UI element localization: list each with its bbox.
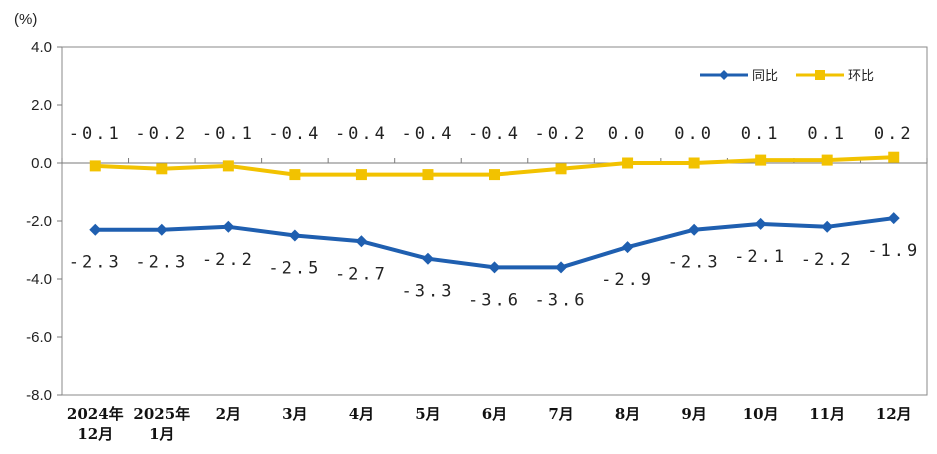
x-tick-label: 9月 xyxy=(681,405,706,423)
data-point xyxy=(887,212,900,225)
x-tick-label: 12月 xyxy=(77,425,113,443)
data-point xyxy=(155,223,168,236)
data-label: -0.4 xyxy=(468,124,521,144)
data-point xyxy=(421,252,434,265)
data-point xyxy=(355,235,368,248)
data-label: -0.1 xyxy=(69,124,122,144)
axes: 4.0 2.0 0.0 -2.0 -4.0 -6.0 -8.0 2024年 12月 2025年 1月… xyxy=(26,39,928,443)
data-label: -2.1 xyxy=(734,247,787,267)
legend-marker xyxy=(815,70,825,80)
data-point xyxy=(555,163,567,175)
data-point xyxy=(755,154,767,166)
x-tick-label: 2月 xyxy=(216,405,241,423)
data-label: 0.1 xyxy=(741,124,781,144)
data-point xyxy=(488,261,501,274)
data-label: -2.3 xyxy=(69,253,122,273)
data-point xyxy=(688,223,701,236)
data-point xyxy=(821,220,834,233)
data-point xyxy=(821,154,833,166)
data-label: -3.3 xyxy=(401,282,454,302)
x-tick-label: 3月 xyxy=(282,405,307,423)
data-label: -0.2 xyxy=(135,124,188,144)
legend-marker xyxy=(719,70,729,80)
data-point xyxy=(355,169,367,181)
y-tick-label: -4.0 xyxy=(26,271,52,288)
x-tick-label: 4月 xyxy=(349,405,374,423)
x-tick-label: 11月 xyxy=(809,405,845,423)
data-label: -0.4 xyxy=(268,124,321,144)
data-point xyxy=(888,151,900,163)
data-point xyxy=(89,223,102,236)
y-tick-label: 4.0 xyxy=(31,39,52,56)
data-label: -0.4 xyxy=(401,124,454,144)
data-label: -3.6 xyxy=(468,290,521,310)
data-point xyxy=(222,160,234,172)
data-point xyxy=(89,160,101,172)
data-point xyxy=(622,157,634,169)
data-point xyxy=(222,220,235,233)
y-tick-label: -2.0 xyxy=(26,213,52,230)
x-tick-label: 7月 xyxy=(548,405,573,423)
y-tick-label: 2.0 xyxy=(31,97,52,114)
data-point xyxy=(489,169,500,181)
data-label: -2.2 xyxy=(202,250,255,270)
legend: 同比 环比 xyxy=(700,69,874,84)
legend-label: 同比 xyxy=(752,69,778,84)
y-tick-label: -8.0 xyxy=(26,387,52,404)
data-label: -0.1 xyxy=(202,124,255,144)
data-label: -2.3 xyxy=(668,253,721,273)
series-layer xyxy=(89,151,900,274)
data-point xyxy=(621,241,634,254)
legend-label: 环比 xyxy=(848,69,874,84)
x-tick-label: 12月 xyxy=(876,405,912,423)
data-label: -1.9 xyxy=(867,241,920,261)
data-point xyxy=(754,217,767,230)
plot-area-frame xyxy=(61,46,928,396)
x-tick-label: 2024年 xyxy=(67,405,124,423)
data-label: -0.4 xyxy=(335,124,388,144)
x-tick-label: 5月 xyxy=(415,405,440,423)
data-label: -0.2 xyxy=(535,124,588,144)
x-tick-label: 8月 xyxy=(615,405,640,423)
data-label: -3.6 xyxy=(535,290,588,310)
data-label: -2.7 xyxy=(335,264,388,284)
y-unit-label: (%) xyxy=(14,11,37,28)
x-tick-label: 1月 xyxy=(149,425,174,443)
data-point xyxy=(289,169,301,181)
data-label: -2.3 xyxy=(135,253,188,273)
data-point xyxy=(422,169,434,181)
data-labels: -2.3 -2.3 -2.2 -2.5 -2.7 -3.3 -3.6 -3.6 -2.9 -2.3… xyxy=(69,124,920,310)
data-label: 0.0 xyxy=(674,124,714,144)
data-label: 0.1 xyxy=(807,124,847,144)
data-point xyxy=(555,261,568,274)
data-point xyxy=(156,163,168,175)
data-point xyxy=(288,229,301,242)
y-tick-label: -6.0 xyxy=(26,329,52,346)
data-label: -2.5 xyxy=(268,259,321,279)
x-tick-label: 10月 xyxy=(743,405,779,423)
data-label: -2.2 xyxy=(801,250,854,270)
x-tick-label: 6月 xyxy=(482,405,507,423)
data-point xyxy=(688,157,700,169)
x-tick-label: 2025年 xyxy=(133,405,190,423)
data-label: 0.0 xyxy=(608,124,648,144)
data-label: -2.9 xyxy=(601,270,654,290)
y-tick-label: 0.0 xyxy=(31,155,52,172)
data-label: 0.2 xyxy=(874,124,914,144)
